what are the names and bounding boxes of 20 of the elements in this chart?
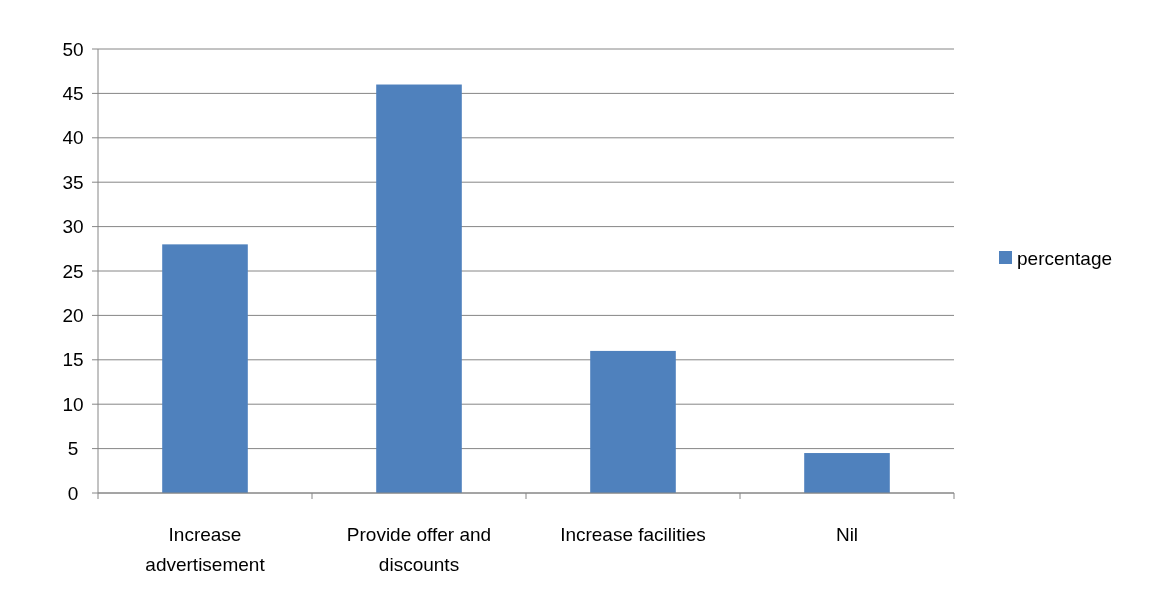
y-tick-label: 10: [62, 393, 84, 415]
y-tick-label: 35: [62, 171, 84, 193]
x-tick-label: Increase advertisement: [145, 524, 266, 575]
bar: [590, 350, 676, 493]
y-tick-label: 15: [62, 349, 84, 371]
x-tick-label: Provide offer and discounts: [346, 524, 492, 575]
y-tick-label: 50: [62, 38, 84, 60]
y-tick-label: 40: [62, 127, 84, 149]
bar: [376, 84, 462, 493]
y-tick-label: 5: [67, 438, 79, 460]
y-tick-label: 25: [62, 260, 84, 282]
y-tick-label: 45: [62, 83, 84, 105]
y-tick-label: 30: [62, 216, 84, 238]
x-tick-label: Increase facilities: [560, 524, 706, 545]
legend-label: percentage: [1017, 247, 1113, 269]
bar: [162, 244, 248, 493]
y-tick-label: 20: [62, 305, 84, 327]
x-tick-label: Nil: [835, 524, 859, 545]
bar: [804, 453, 890, 493]
y-tick-label: 0: [67, 482, 79, 504]
